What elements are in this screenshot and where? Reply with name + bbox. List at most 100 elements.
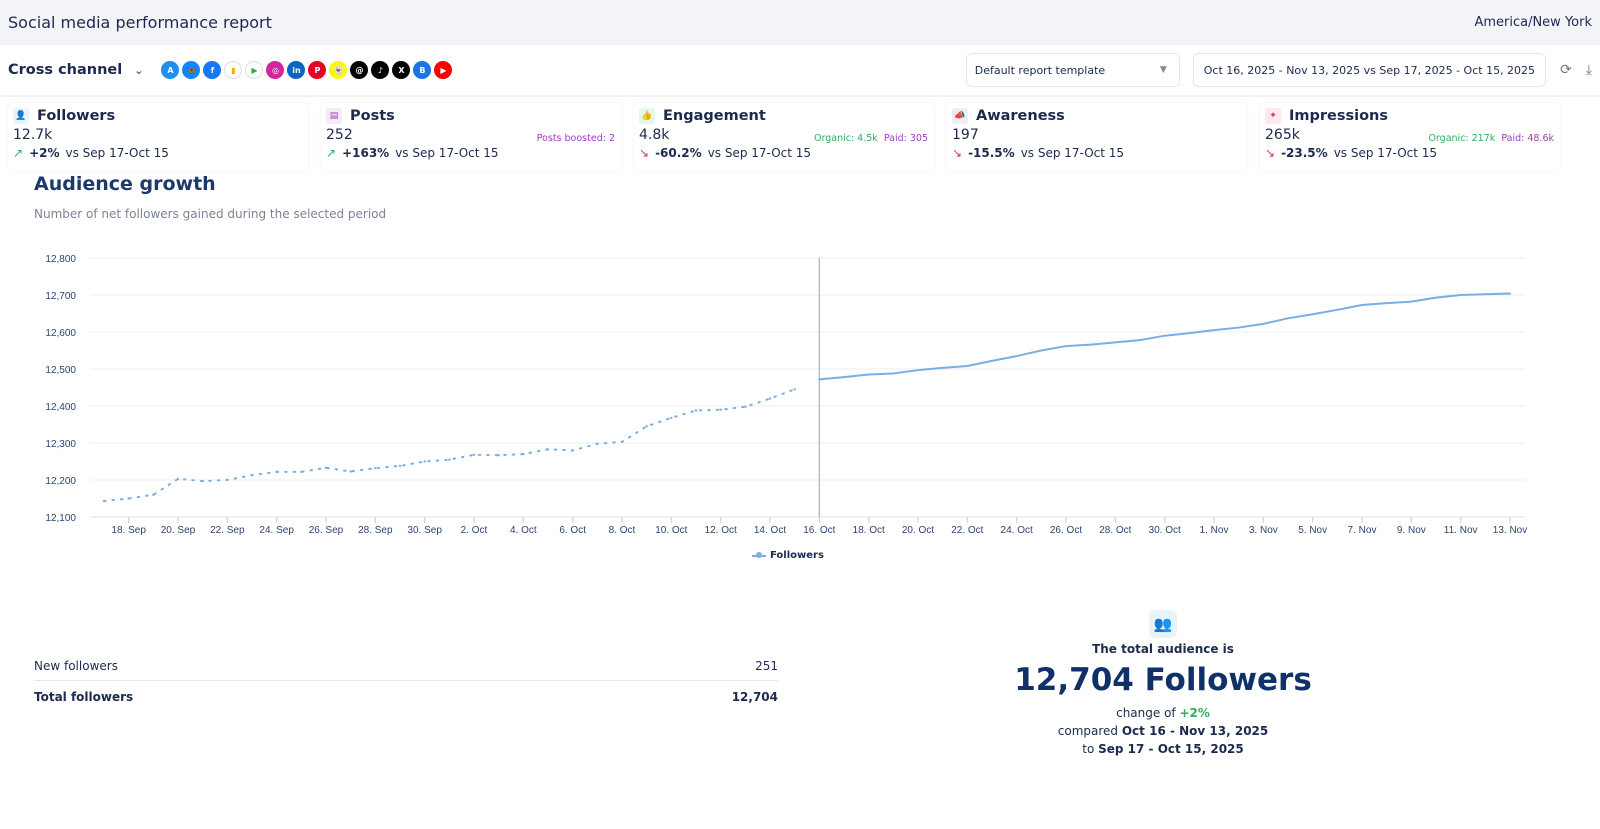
download-icon[interactable]: ⤓ [1585, 62, 1592, 78]
app-store-icon[interactable]: A [161, 61, 180, 79]
data-point[interactable] [1484, 293, 1487, 296]
data-point[interactable] [423, 460, 426, 463]
data-point[interactable] [694, 409, 698, 412]
card-value: 12.7k [13, 127, 53, 143]
data-point[interactable] [744, 405, 747, 408]
data-point[interactable] [1188, 332, 1191, 334]
data-point[interactable] [1262, 323, 1265, 325]
data-point[interactable] [448, 458, 451, 461]
refresh-icon[interactable]: ⟳ [1560, 62, 1572, 78]
data-point[interactable] [1311, 313, 1314, 316]
youtube-icon[interactable]: ▶ [434, 61, 453, 79]
data-point[interactable] [571, 449, 574, 452]
data-point[interactable] [1435, 296, 1437, 299]
data-point[interactable] [1040, 349, 1043, 352]
linkedin-icon[interactable]: in [287, 61, 306, 79]
data-point[interactable] [250, 473, 254, 477]
data-point[interactable] [522, 452, 525, 456]
legend-item-followers[interactable]: Followers [752, 550, 824, 561]
threads-icon[interactable]: @ [350, 61, 369, 79]
data-point[interactable] [1065, 345, 1067, 347]
card-posts[interactable]: ▤ Posts 252 Posts boosted: 2 ↗ +163% vs Sep… [321, 103, 621, 171]
data-point[interactable] [349, 470, 352, 473]
data-point[interactable] [201, 479, 204, 483]
x-tick-label: 18. Oct [853, 525, 885, 536]
google-business-icon[interactable]: B [413, 61, 432, 79]
arrow-up-right-icon: ↗ [13, 146, 24, 160]
x-tick-label: 28. Sep [358, 525, 393, 536]
organic-value: Organic: 217k [1428, 133, 1496, 144]
data-point[interactable] [1015, 355, 1018, 357]
data-point[interactable] [966, 365, 969, 367]
data-point[interactable] [226, 478, 229, 482]
bluesky-icon[interactable]: 🦋 [182, 61, 201, 79]
date-range-picker[interactable]: Oct 16, 2025 - Nov 13, 2025 vs Sep 17, 2… [1192, 53, 1547, 87]
data-point[interactable] [1385, 302, 1388, 304]
network-icons: A 🦋 f ▮ ▶ ◎ in P 👻 @ ♪ X B ▶ [161, 61, 453, 79]
card-engagement[interactable]: 👍 Engagement 4.8k Organic: 4.5k Paid: 305… [634, 103, 934, 171]
data-point[interactable] [374, 466, 377, 470]
facebook-icon[interactable]: f [203, 61, 222, 79]
data-point[interactable] [1237, 326, 1240, 329]
change-percent: -15.5% [968, 146, 1015, 160]
data-point[interactable] [867, 373, 870, 376]
data-point[interactable] [176, 477, 180, 481]
timezone[interactable]: America/New York [1474, 15, 1592, 30]
card-followers[interactable]: 👤 Followers 12.7k ↗ +2% vs Sep 17-Oct 15 [8, 103, 308, 171]
data-point[interactable] [1361, 304, 1363, 306]
card-extra [296, 133, 302, 144]
data-point[interactable] [546, 448, 550, 451]
data-point[interactable] [1287, 317, 1289, 320]
data-point[interactable] [1114, 341, 1117, 344]
data-point[interactable] [768, 397, 772, 400]
data-point[interactable] [843, 376, 845, 378]
google-analytics-icon[interactable]: ▮ [224, 61, 243, 79]
snapchat-icon[interactable]: 👻 [329, 61, 348, 79]
data-point[interactable] [892, 372, 895, 375]
thumbs-up-icon: 👍 [639, 108, 655, 124]
data-point[interactable] [620, 440, 624, 444]
data-point[interactable] [719, 408, 722, 411]
x-tick-label: 5. Nov [1298, 525, 1327, 536]
x-icon[interactable]: X [392, 61, 411, 79]
data-point[interactable] [1410, 300, 1413, 303]
tiktok-icon[interactable]: ♪ [371, 61, 390, 79]
data-point[interactable] [645, 425, 648, 428]
data-point[interactable] [670, 416, 673, 420]
data-point[interactable] [324, 466, 328, 469]
data-point[interactable] [818, 378, 821, 381]
data-point[interactable] [300, 470, 303, 474]
data-point[interactable] [152, 493, 155, 496]
card-awareness[interactable]: 📣 Awareness 197 ↘ -15.5% vs Sep 17-Oct 15 [947, 103, 1247, 171]
data-point[interactable] [941, 367, 944, 369]
channel-selector[interactable]: Cross channel ⌄ [8, 62, 143, 78]
y-tick-label: 12,200 [45, 476, 76, 487]
data-point[interactable] [398, 464, 402, 468]
y-tick-label: 12,600 [45, 328, 76, 339]
data-point[interactable] [793, 388, 796, 391]
data-point[interactable] [275, 470, 278, 474]
data-point[interactable] [102, 499, 106, 503]
data-point[interactable] [596, 442, 599, 445]
data-point[interactable] [1459, 294, 1462, 296]
data-point[interactable] [1089, 343, 1092, 346]
channel-label: Cross channel [8, 62, 123, 78]
card-change: ↗ +2% vs Sep 17-Oct 15 [13, 146, 303, 160]
data-point[interactable] [1139, 339, 1141, 341]
data-point[interactable] [497, 454, 500, 457]
data-point[interactable] [1336, 309, 1339, 311]
data-point[interactable] [472, 453, 476, 457]
google-play-icon[interactable]: ▶ [245, 61, 264, 79]
card-impressions[interactable]: ✦ Impressions 265k Organic: 217k Paid: 48… [1260, 103, 1560, 171]
data-point[interactable] [917, 369, 919, 371]
pinterest-icon[interactable]: P [308, 61, 327, 79]
paid-value: Posts boosted: 2 [536, 133, 615, 144]
data-point[interactable] [127, 497, 130, 500]
data-point[interactable] [1163, 334, 1166, 337]
report-template-select[interactable]: Default report template ▼ [965, 53, 1180, 87]
data-point[interactable] [991, 360, 993, 362]
x-tick-label: 22. Sep [210, 525, 245, 536]
instagram-icon[interactable]: ◎ [266, 61, 285, 79]
data-point[interactable] [1509, 292, 1511, 295]
data-point[interactable] [1213, 329, 1215, 331]
